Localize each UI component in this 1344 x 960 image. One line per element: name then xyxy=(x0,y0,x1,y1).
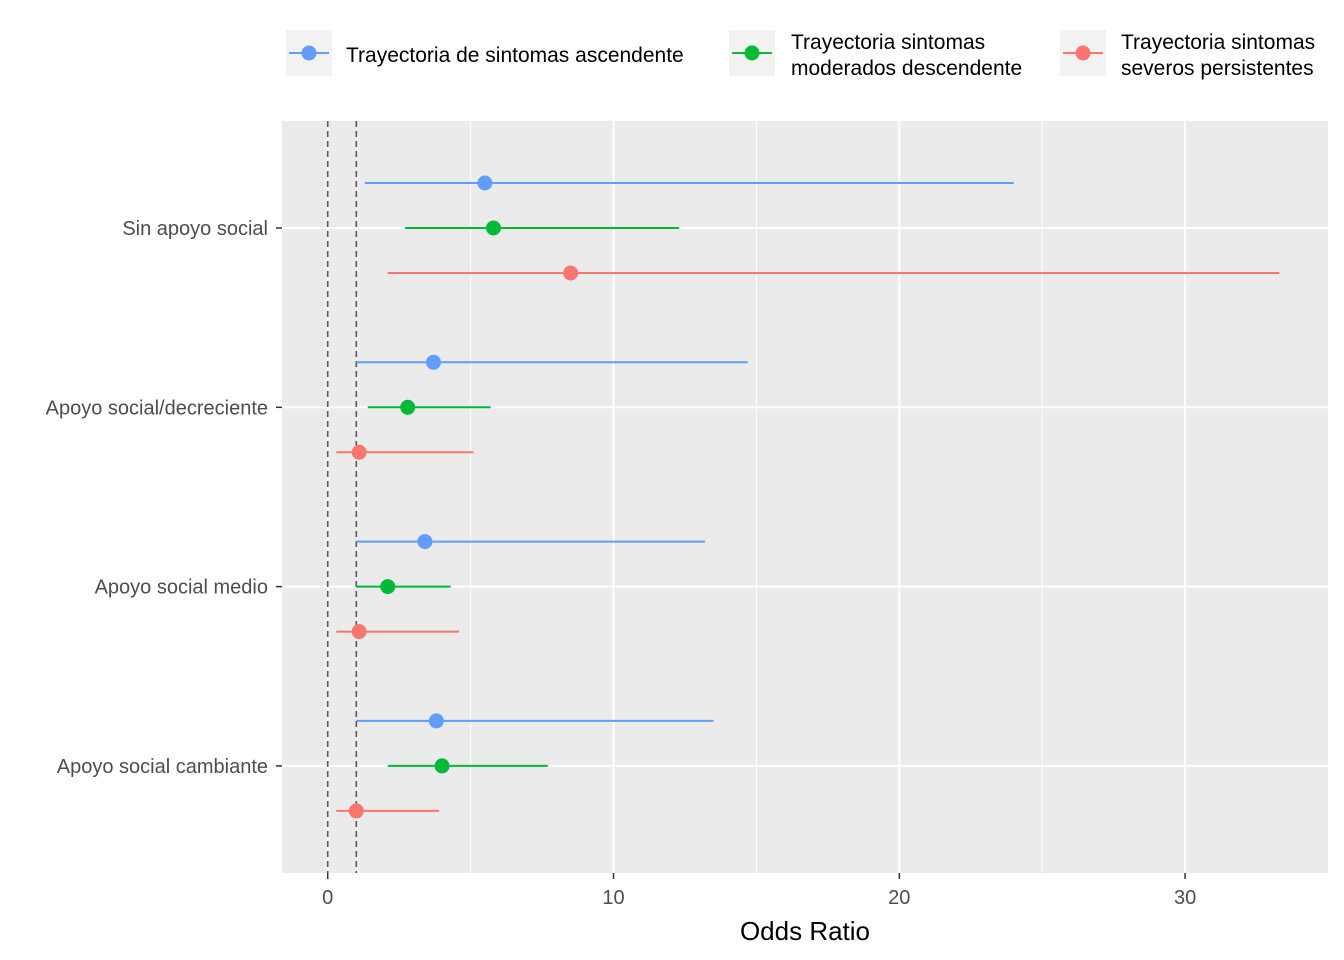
x-tick-label: 30 xyxy=(1174,887,1196,909)
legend-key-point xyxy=(301,45,317,61)
odds-ratio-point xyxy=(417,534,433,550)
odds-ratio-point xyxy=(563,265,579,281)
legend-label: Trayectoria sintomas xyxy=(791,31,985,54)
odds-ratio-point xyxy=(351,444,367,460)
odds-ratio-point xyxy=(380,579,396,595)
odds-ratio-point xyxy=(477,175,493,191)
plot-panel xyxy=(282,121,1328,873)
legend: Trayectoria de sintomas ascendente Trayec… xyxy=(286,30,1315,80)
odds-ratio-point xyxy=(351,624,367,640)
legend-label: Trayectoria de sintomas ascendente xyxy=(346,44,684,67)
odds-ratio-point xyxy=(425,354,441,370)
legend-key-point xyxy=(744,45,760,61)
legend-label: Trayectoria sintomas xyxy=(1121,31,1315,54)
odds-ratio-point xyxy=(400,399,416,415)
odds-ratio-point xyxy=(485,220,501,236)
y-tick-label: Apoyo social cambiante xyxy=(57,756,268,778)
odds-ratio-point xyxy=(434,758,450,774)
x-tick-label: 10 xyxy=(602,887,624,909)
odds-ratio-point xyxy=(428,713,444,729)
y-tick-label: Apoyo social medio xyxy=(95,577,268,599)
x-tick-label: 20 xyxy=(888,887,910,909)
y-tick-label: Apoyo social/decreciente xyxy=(46,397,268,419)
odds-ratio-point xyxy=(348,803,364,819)
y-tick-label: Sin apoyo social xyxy=(122,218,268,240)
legend-label: moderados descendente xyxy=(791,57,1022,80)
legend-item: Trayectoria de sintomas ascendente xyxy=(286,30,684,76)
legend-item: Trayectoria sintomas moderados descenden… xyxy=(729,30,1022,80)
x-axis-title: Odds Ratio xyxy=(740,916,870,946)
legend-item: Trayectoria sintomas severos persistente… xyxy=(1060,30,1315,80)
x-tick-label: 0 xyxy=(322,887,333,909)
legend-key-point xyxy=(1075,45,1091,61)
legend-label: severos persistentes xyxy=(1121,57,1314,80)
